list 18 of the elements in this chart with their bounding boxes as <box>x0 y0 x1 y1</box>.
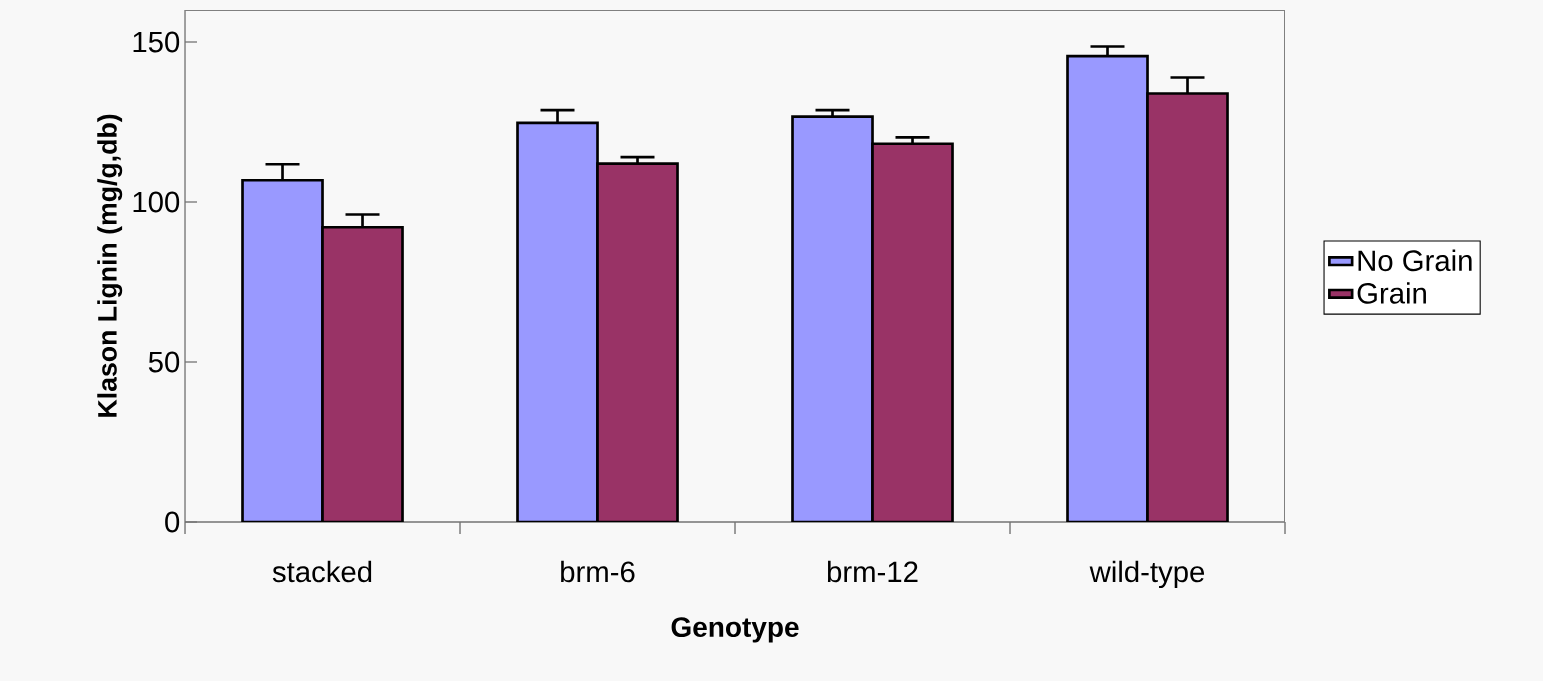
bar <box>791 115 874 522</box>
x-tick-label: wild-type <box>1089 560 1205 589</box>
bar <box>1146 92 1229 522</box>
y-tick-label: 50 <box>148 351 180 373</box>
y-axis-title: Klason Lignin (mg/g,db) <box>97 114 123 417</box>
bar <box>596 162 679 522</box>
bar <box>516 121 599 522</box>
x-tick-label: brm-6 <box>561 560 635 583</box>
bar <box>871 142 954 522</box>
legend-label: No Grain <box>1358 249 1472 272</box>
x-axis-title: Genotype <box>671 617 799 643</box>
y-tick-label: 0 <box>165 511 180 533</box>
y-tick-label: 150 <box>133 31 180 53</box>
legend-label: Grain <box>1357 282 1426 304</box>
x-tick-label: brm-12 <box>827 560 918 583</box>
bar <box>1066 54 1149 522</box>
y-tick-label: 100 <box>133 191 180 213</box>
x-tick-label: stacked <box>272 560 372 583</box>
